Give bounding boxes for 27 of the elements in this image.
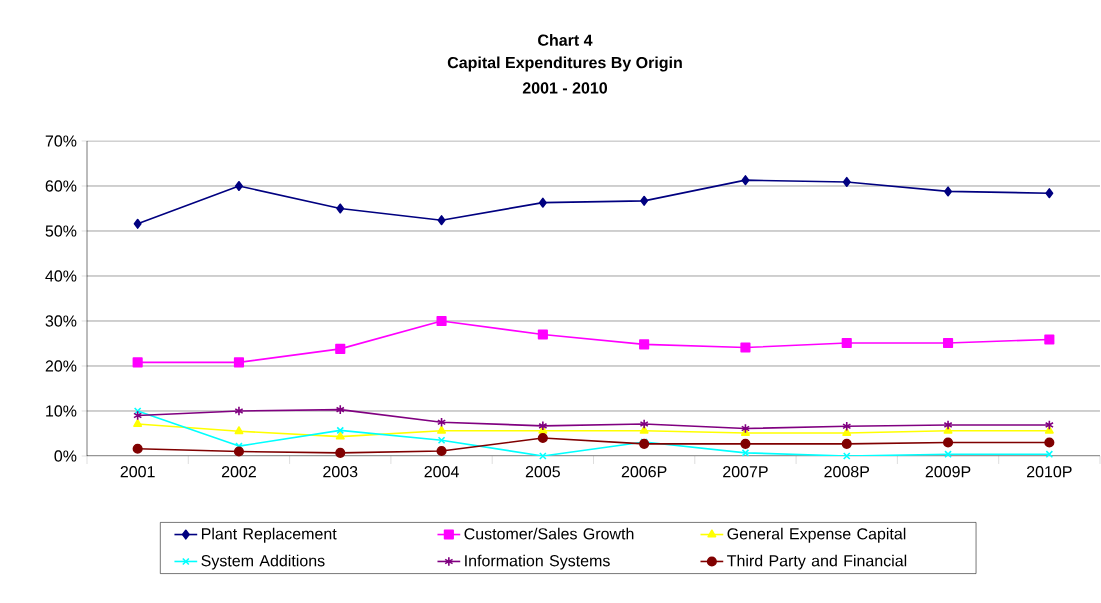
legend-label: Third Party and Financial <box>727 554 907 570</box>
y-tick-label: 50% <box>45 225 77 237</box>
y-tick-label: 20% <box>45 360 77 372</box>
caption: Chart 4 <box>538 34 593 46</box>
x-tick-label: 2009P <box>925 466 971 478</box>
y-tick-label: 10% <box>46 405 77 417</box>
legend-label: Information Systems <box>465 554 610 570</box>
y-tick-label: 60% <box>45 180 77 192</box>
legend-label: System Additions <box>201 554 325 570</box>
y-tick-label: 40% <box>45 270 77 282</box>
legend-label: Customer/Sales Growth <box>464 527 634 540</box>
x-tick-label: 2003 <box>323 466 358 478</box>
x-tick-label: 2006P <box>621 466 667 478</box>
x-tick-label: 2007P <box>723 466 768 478</box>
x-tick-label: 2004 <box>424 466 459 478</box>
x-tick-label: 2010P <box>1027 466 1072 478</box>
y-tick-label: 0% <box>54 450 77 462</box>
x-tick-label: 2002 <box>221 466 256 478</box>
chart-subtitle: 2001 - 2010 <box>522 82 608 94</box>
y-tick-label: 30% <box>45 315 77 327</box>
x-tick-label: 2001 <box>120 466 155 478</box>
y-tick-label: 70% <box>45 135 77 147</box>
legend-label: General Expense Capital <box>727 527 906 543</box>
x-tick-label: 2008P <box>824 466 870 478</box>
legend-label: Plant Replacement <box>201 527 337 543</box>
x-tick-label: 2005 <box>525 466 560 478</box>
chart-title: Capital Expenditures By Origin <box>447 56 682 72</box>
